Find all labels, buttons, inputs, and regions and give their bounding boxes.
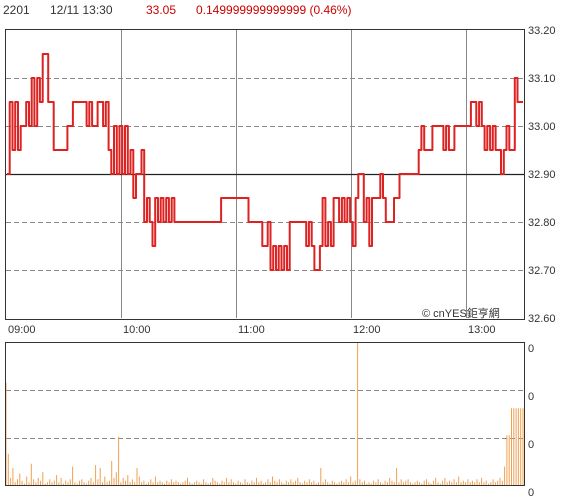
volume-panel: 0 0 0 0 [5, 342, 534, 499]
volume-y-tick-label: 0 [528, 487, 534, 499]
price-y-tick-label: 32.90 [528, 169, 556, 181]
volume-bars [5, 343, 524, 485]
last-price: 33.05 [146, 3, 176, 17]
price-grid-horizontal [6, 78, 524, 271]
quote-datetime: 12/11 13:30 [50, 3, 113, 17]
price-panel: 33.20 33.10 33.00 32.90 32.80 32.70 32.60 09:0… [5, 25, 556, 336]
time-tick-label: 09:00 [8, 324, 36, 336]
volume-panel-frame [5, 342, 525, 486]
price-series-line [7, 53, 523, 271]
time-tick-label: 11:00 [238, 324, 265, 336]
price-y-tick-label: 32.60 [528, 313, 556, 325]
price-y-tick-label: 32.80 [528, 217, 556, 229]
volume-grid-horizontal [6, 390, 524, 439]
watermark: © cnYES鉅亨網 [422, 306, 500, 320]
time-tick-label: 10:00 [123, 324, 151, 336]
volume-y-tick-label: 0 [528, 391, 534, 403]
time-tick-label: 12:00 [353, 324, 381, 336]
stock-symbol: 2201 [3, 3, 30, 17]
time-axis-labels: 09:00 10:00 11:00 12:00 13:00 [8, 324, 496, 336]
price-y-tick-label: 33.20 [528, 25, 556, 37]
price-panel-frame [5, 29, 525, 320]
price-y-tick-label: 33.00 [528, 121, 556, 133]
price-y-axis-labels: 33.20 33.10 33.00 32.90 32.80 32.70 32.60 [528, 25, 556, 325]
price-change: 0.149999999999999 (0.46%) [196, 3, 351, 17]
volume-y-axis-labels: 0 0 0 0 [528, 343, 534, 499]
price-y-tick-label: 33.10 [528, 73, 556, 85]
volume-y-tick-label: 0 [528, 439, 534, 451]
price-y-tick-label: 32.70 [528, 265, 556, 277]
volume-y-tick-label: 0 [528, 343, 534, 355]
time-tick-label: 13:00 [468, 324, 496, 336]
